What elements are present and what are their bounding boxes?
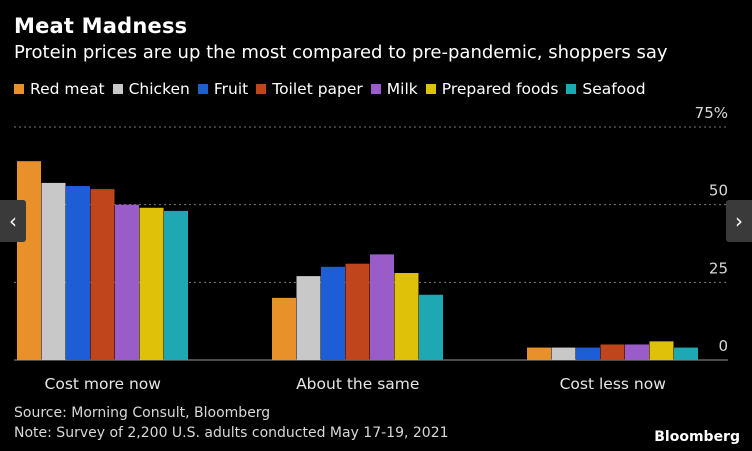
legend-item: Red meat <box>14 80 105 98</box>
bar <box>576 347 600 360</box>
next-slide-button[interactable]: › <box>726 200 752 242</box>
bar <box>17 161 41 360</box>
chevron-left-icon: ‹ <box>9 209 17 233</box>
y-tick-label: 75% <box>695 104 728 122</box>
bar <box>370 254 394 360</box>
x-category-label: Cost more now <box>45 375 162 393</box>
legend-swatch <box>256 84 267 94</box>
legend-item: Fruit <box>197 80 249 98</box>
legend-swatch <box>566 84 577 94</box>
bar <box>600 344 625 360</box>
legend-swatch <box>370 84 381 94</box>
bar <box>394 273 419 360</box>
legend-label: Toilet paper <box>272 80 363 98</box>
legend-swatch <box>425 84 436 94</box>
bar <box>419 294 443 360</box>
survey-note: Note: Survey of 2,200 U.S. adults conduc… <box>14 425 449 441</box>
legend-item: Prepared foods <box>425 80 559 98</box>
bar <box>41 182 66 360</box>
legend-label: Chicken <box>128 80 190 98</box>
bar <box>272 297 296 360</box>
chevron-right-icon: › <box>735 209 743 233</box>
bar <box>674 347 698 360</box>
legend-swatch <box>14 84 24 94</box>
legend-label: Seafood <box>582 80 646 98</box>
bar <box>164 210 188 360</box>
legend-label: Fruit <box>213 80 249 98</box>
bar <box>296 276 321 360</box>
bar <box>115 204 139 360</box>
y-tick-label: 50 <box>709 182 728 200</box>
x-category-label: About the same <box>296 375 419 393</box>
chart-title: Meat Madness <box>14 14 188 38</box>
bar <box>625 344 649 360</box>
legend-item: Seafood <box>566 80 646 98</box>
bar <box>551 347 576 360</box>
y-tick-label: 25 <box>709 259 728 277</box>
y-tick-label: 0 <box>718 337 728 355</box>
bar <box>527 347 551 360</box>
x-category-label: Cost less now <box>560 375 667 393</box>
bloomberg-logo: Bloomberg <box>654 429 740 445</box>
legend-label: Milk <box>386 80 418 98</box>
bar <box>345 263 370 360</box>
bar <box>66 186 90 360</box>
bar <box>90 189 115 360</box>
source-note: Source: Morning Consult, Bloomberg <box>14 405 271 421</box>
legend-swatch <box>197 84 208 94</box>
legend-swatch <box>112 84 123 94</box>
legend-item: Chicken <box>112 80 190 98</box>
legend-label: Red meat <box>30 80 105 98</box>
chart-subtitle: Protein prices are up the most compared … <box>14 42 668 63</box>
bar <box>139 207 164 360</box>
legend-item: Toilet paper <box>256 80 363 98</box>
bar <box>321 266 345 360</box>
legend-label: Prepared foods <box>441 80 559 98</box>
prev-slide-button[interactable]: ‹ <box>0 200 26 242</box>
legend-item: Milk <box>370 80 418 98</box>
legend: Red meat Chicken Fruit Toilet paper Milk Prep… <box>14 80 654 98</box>
bar <box>649 341 674 360</box>
